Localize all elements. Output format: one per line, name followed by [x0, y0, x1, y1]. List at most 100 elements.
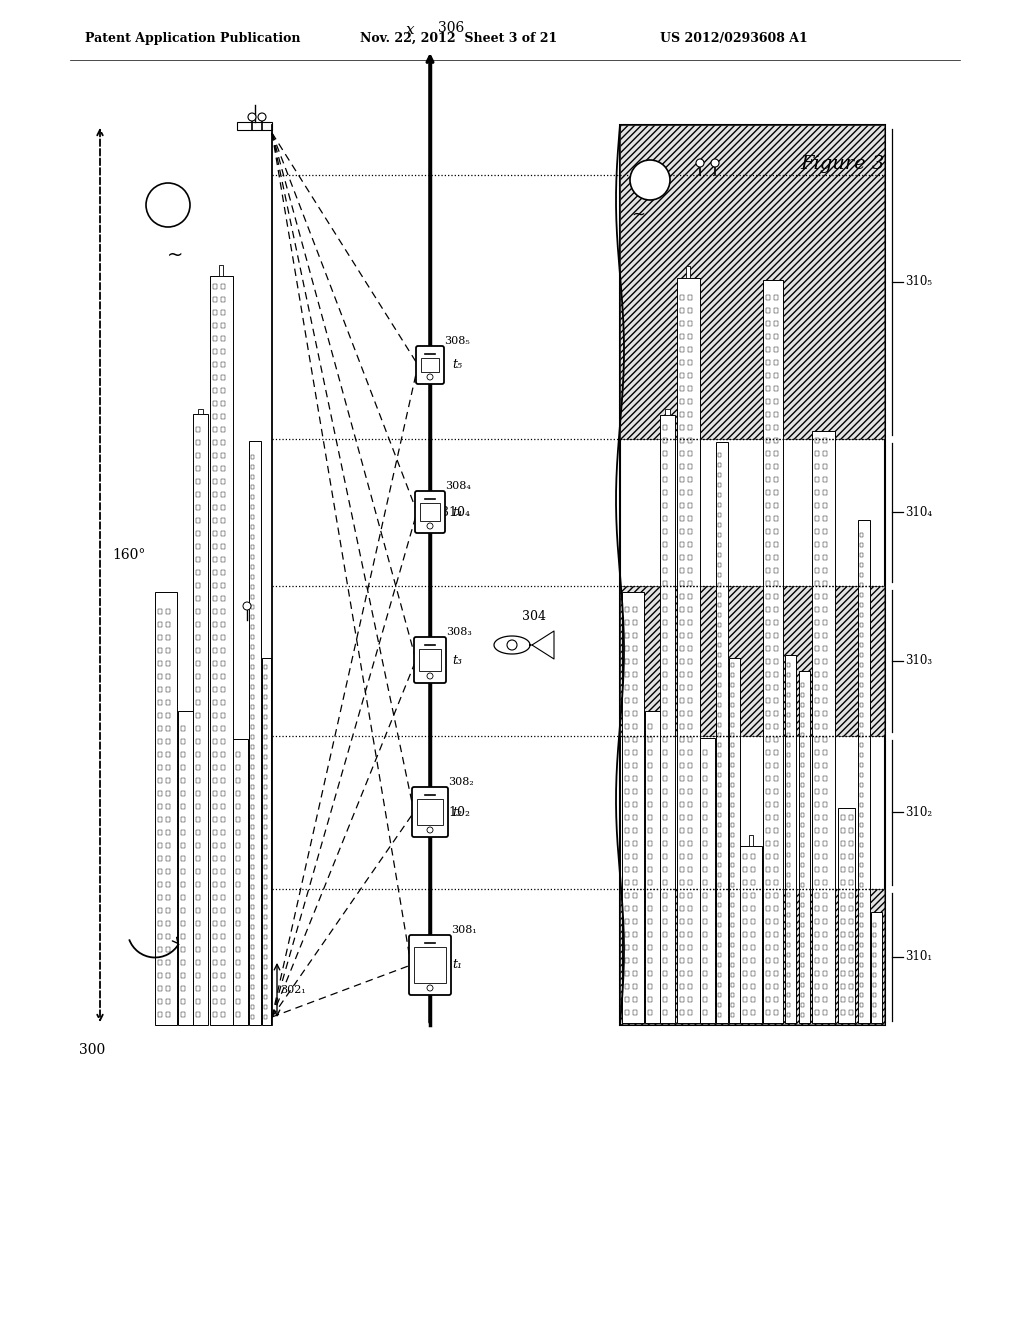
Bar [220, 622, 224, 627]
Bar [822, 932, 826, 937]
Bar [718, 663, 721, 667]
Bar [751, 932, 755, 937]
Bar [251, 814, 254, 818]
Circle shape [427, 374, 433, 380]
Bar [213, 661, 216, 667]
Bar [859, 634, 862, 638]
Bar [220, 960, 224, 965]
Bar [718, 942, 721, 946]
Bar [166, 752, 170, 756]
Bar [213, 401, 216, 407]
Bar [251, 665, 254, 669]
Bar [196, 675, 200, 678]
Bar [718, 653, 721, 657]
Text: ~: ~ [631, 206, 645, 224]
Bar [687, 516, 691, 521]
Bar [766, 360, 770, 366]
Text: 160°: 160° [112, 548, 145, 562]
Bar [822, 841, 826, 846]
Bar [625, 958, 629, 964]
Bar [822, 723, 826, 729]
Bar [196, 921, 200, 927]
Bar [680, 958, 684, 964]
Bar [633, 867, 637, 873]
Bar [663, 594, 667, 599]
Bar [787, 913, 791, 917]
Bar [801, 933, 804, 937]
Bar [687, 412, 691, 417]
Bar [251, 865, 254, 869]
Bar [213, 544, 216, 549]
Bar [815, 958, 818, 964]
Bar [166, 700, 170, 705]
Text: Nov. 22, 2012  Sheet 3 of 21: Nov. 22, 2012 Sheet 3 of 21 [360, 32, 557, 45]
Bar [687, 685, 691, 690]
Bar [751, 906, 755, 911]
Bar [181, 935, 184, 939]
Bar [220, 440, 224, 445]
Bar [181, 752, 184, 756]
Bar [766, 477, 770, 482]
Bar [815, 880, 818, 884]
Bar [766, 607, 770, 612]
Bar [774, 1010, 778, 1015]
Circle shape [427, 828, 433, 833]
Bar [774, 294, 778, 300]
Bar [213, 791, 216, 796]
Bar [687, 880, 691, 884]
Bar [625, 803, 629, 807]
Bar [766, 672, 770, 677]
Bar [815, 1010, 818, 1015]
Bar [859, 853, 862, 857]
Text: 310₄: 310₄ [905, 506, 932, 519]
Bar [687, 554, 691, 560]
Bar [213, 375, 216, 380]
Bar [859, 1003, 862, 1007]
Bar [859, 774, 862, 777]
Text: 306: 306 [438, 21, 464, 36]
Bar [718, 473, 721, 477]
Bar [787, 763, 791, 767]
Bar [213, 1012, 216, 1016]
Bar [181, 855, 184, 861]
Bar [251, 655, 254, 659]
Bar [251, 535, 254, 539]
Bar [687, 997, 691, 1002]
Bar [787, 803, 791, 807]
Bar [625, 685, 629, 690]
Bar [166, 921, 170, 927]
Bar [196, 843, 200, 847]
Bar [718, 913, 721, 917]
Bar [731, 713, 734, 717]
Bar [220, 830, 224, 836]
Bar [787, 663, 791, 667]
Bar [774, 932, 778, 937]
Bar [766, 1010, 770, 1015]
Bar [703, 814, 708, 820]
Bar [264, 1005, 267, 1008]
Bar [625, 906, 629, 911]
Bar [666, 409, 670, 414]
Bar [751, 854, 755, 859]
Bar [822, 854, 826, 859]
Bar [251, 836, 254, 840]
Bar [237, 908, 240, 913]
Bar [251, 525, 254, 529]
Bar [196, 713, 200, 718]
Bar [237, 766, 240, 770]
Bar [787, 743, 791, 747]
Bar [220, 661, 224, 667]
Bar [220, 999, 224, 1005]
Bar [703, 776, 708, 781]
Bar [663, 477, 667, 482]
Bar [703, 932, 708, 937]
Bar [648, 919, 652, 924]
Bar [158, 935, 162, 939]
Bar [731, 913, 734, 917]
Bar [648, 880, 652, 884]
Bar [751, 894, 755, 898]
Bar [766, 438, 770, 444]
Bar [686, 267, 690, 277]
Bar [774, 906, 778, 911]
Bar [872, 983, 876, 987]
